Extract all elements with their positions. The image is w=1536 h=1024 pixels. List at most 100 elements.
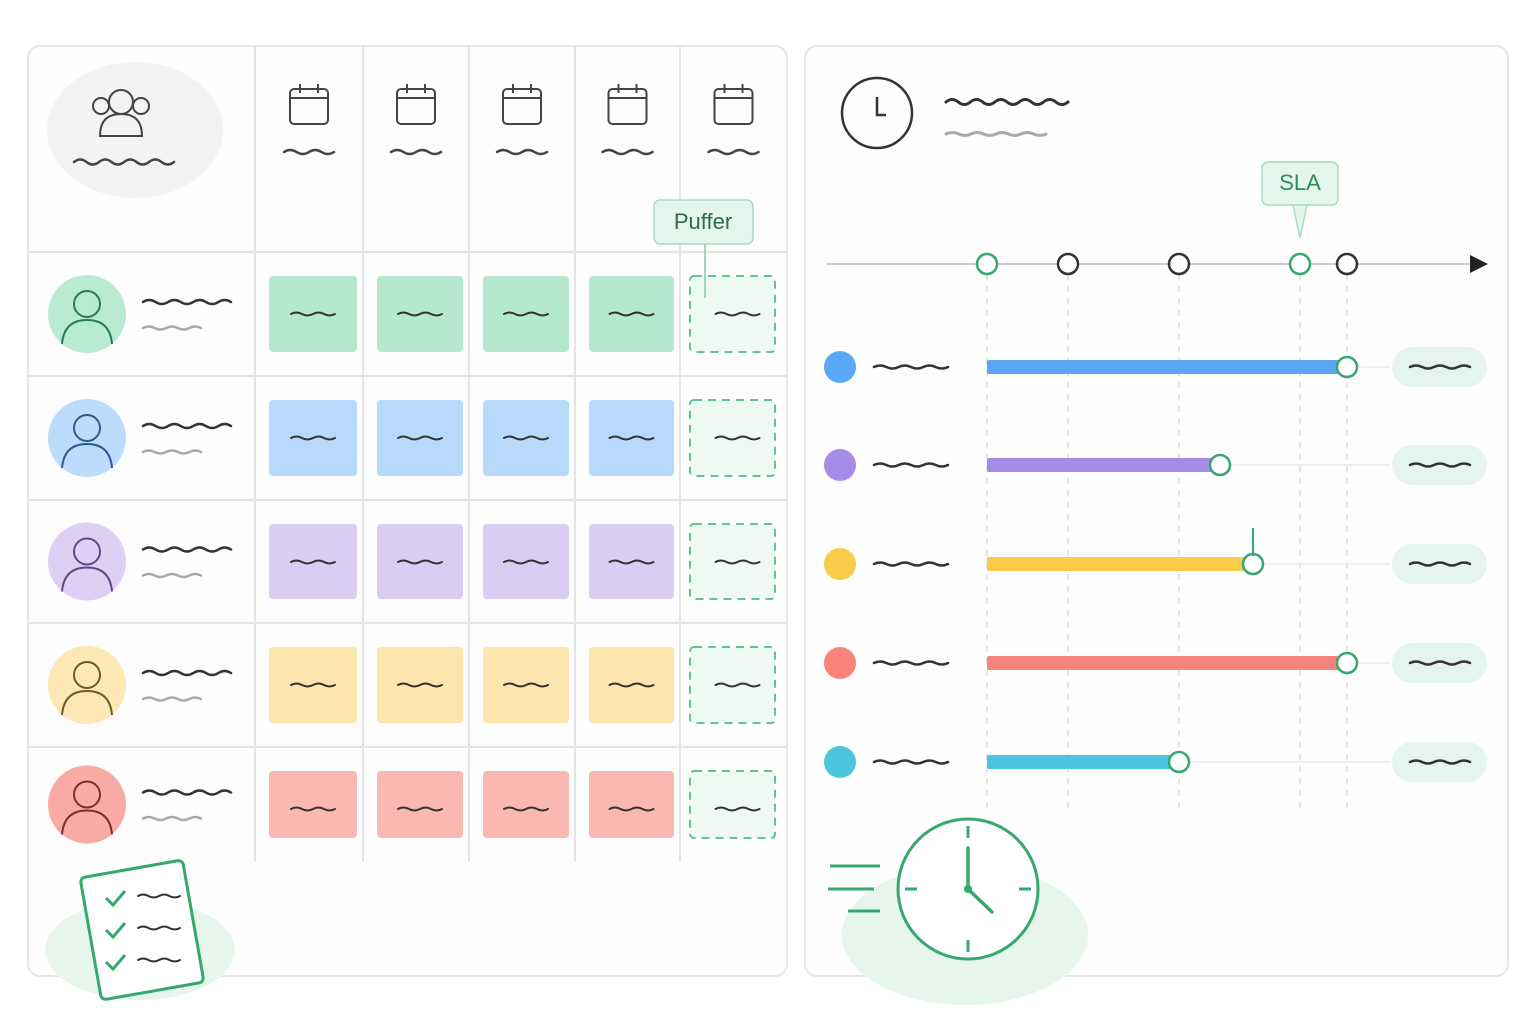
- placeholder-text: [137, 893, 181, 899]
- placeholder-text: [397, 559, 443, 565]
- placeholder-text: [714, 682, 761, 688]
- placeholder-text: [714, 435, 761, 441]
- placeholder-text: [290, 806, 336, 812]
- team-icon: [92, 97, 110, 115]
- placeholder-text: [714, 559, 761, 565]
- placeholder-text: [397, 806, 443, 812]
- placeholder-text: [944, 131, 1048, 137]
- avatar-body: [61, 318, 113, 345]
- placeholder-text: [141, 449, 203, 455]
- progress-end: [1335, 651, 1359, 675]
- placeholder-text: [397, 311, 443, 317]
- check-mark: [104, 954, 127, 972]
- team-icon: [98, 112, 144, 137]
- placeholder-text: [137, 925, 181, 931]
- progress-bar: [987, 656, 1347, 670]
- legend-dot: [824, 351, 856, 383]
- placeholder-text: [872, 759, 950, 765]
- buffer-label: Puffer: [674, 209, 732, 234]
- tooltip-box: [653, 199, 754, 245]
- placeholder-text: [141, 298, 233, 306]
- check-mark: [104, 922, 127, 940]
- placeholder-text: [290, 559, 336, 565]
- placeholder-text: [872, 660, 950, 666]
- status-pill: [1392, 742, 1487, 782]
- team-bubble: [47, 62, 223, 198]
- tooltip-pointer: [1292, 204, 1308, 239]
- avatar-body: [61, 689, 113, 716]
- progress-bar: [987, 360, 1347, 374]
- buffer-cell: [689, 646, 776, 724]
- timeline-marker: [1167, 252, 1191, 276]
- placeholder-text: [141, 546, 233, 553]
- sla-tooltip: SLA: [1261, 161, 1339, 239]
- calendar-icon: [396, 88, 436, 125]
- placeholder-text: [503, 559, 549, 565]
- placeholder-text: [389, 148, 443, 156]
- avatar-body: [61, 442, 113, 469]
- placeholder-text: [503, 435, 549, 441]
- status-pill: [1392, 445, 1487, 485]
- clock-hands: [875, 97, 886, 117]
- progress-end: [1208, 453, 1232, 477]
- status-pill: [1392, 544, 1487, 584]
- progress-end: [1335, 355, 1359, 379]
- avatar-head: [73, 290, 101, 318]
- placeholder-text: [1408, 759, 1472, 765]
- buffer-cell: [689, 523, 776, 600]
- placeholder-text: [1408, 660, 1472, 666]
- team-icon: [132, 97, 150, 115]
- placeholder-text: [601, 148, 654, 156]
- placeholder-text: [282, 148, 336, 156]
- progress-end: [1241, 552, 1265, 576]
- legend-dot: [824, 647, 856, 679]
- placeholder-text: [503, 806, 549, 812]
- sla-label: SLA: [1279, 170, 1321, 195]
- placeholder-text: [141, 422, 233, 430]
- buffer-cell: [689, 275, 776, 353]
- clock-center: [964, 885, 972, 893]
- placeholder-text: [141, 572, 203, 579]
- placeholder-text: [495, 148, 549, 156]
- progress-end: [1167, 750, 1191, 774]
- placeholder-text: [137, 957, 181, 963]
- content: [28, 46, 1488, 1005]
- avatar-head: [73, 537, 101, 566]
- avatar-body: [61, 566, 113, 592]
- placeholder-text: [1408, 561, 1472, 567]
- shift-cell: [269, 771, 357, 838]
- placeholder-text: [503, 311, 549, 317]
- placeholder-text: [290, 311, 336, 317]
- buffer-cell: [689, 399, 776, 477]
- avatar: [48, 275, 126, 353]
- placeholder-text: [608, 311, 655, 317]
- checklist: [79, 859, 205, 1001]
- calendar-icon: [713, 88, 754, 125]
- buffer-cell: [689, 770, 776, 839]
- placeholder-text: [944, 98, 1070, 106]
- placeholder-text: [608, 559, 655, 565]
- status-pill: [1392, 347, 1487, 387]
- avatar: [48, 399, 126, 477]
- placeholder-text: [608, 682, 655, 688]
- buffer-tooltip: Puffer: [653, 199, 754, 298]
- axis-arrow: [1470, 255, 1488, 273]
- placeholder-text: [1408, 364, 1472, 370]
- placeholder-text: [872, 364, 950, 370]
- avatar-head: [73, 780, 101, 809]
- placeholder-text: [872, 561, 950, 567]
- legend-dot: [824, 548, 856, 580]
- avatar-head: [73, 414, 101, 442]
- timeline-marker: [1335, 252, 1359, 276]
- timeline-marker: [975, 252, 999, 276]
- placeholder-text: [141, 669, 233, 677]
- status-pill: [1392, 643, 1487, 683]
- placeholder-text: [608, 435, 655, 441]
- check-mark: [104, 890, 127, 908]
- placeholder-text: [714, 806, 761, 812]
- avatar: [48, 522, 126, 601]
- placeholder-text: [141, 325, 203, 331]
- timeline-marker: [1056, 252, 1080, 276]
